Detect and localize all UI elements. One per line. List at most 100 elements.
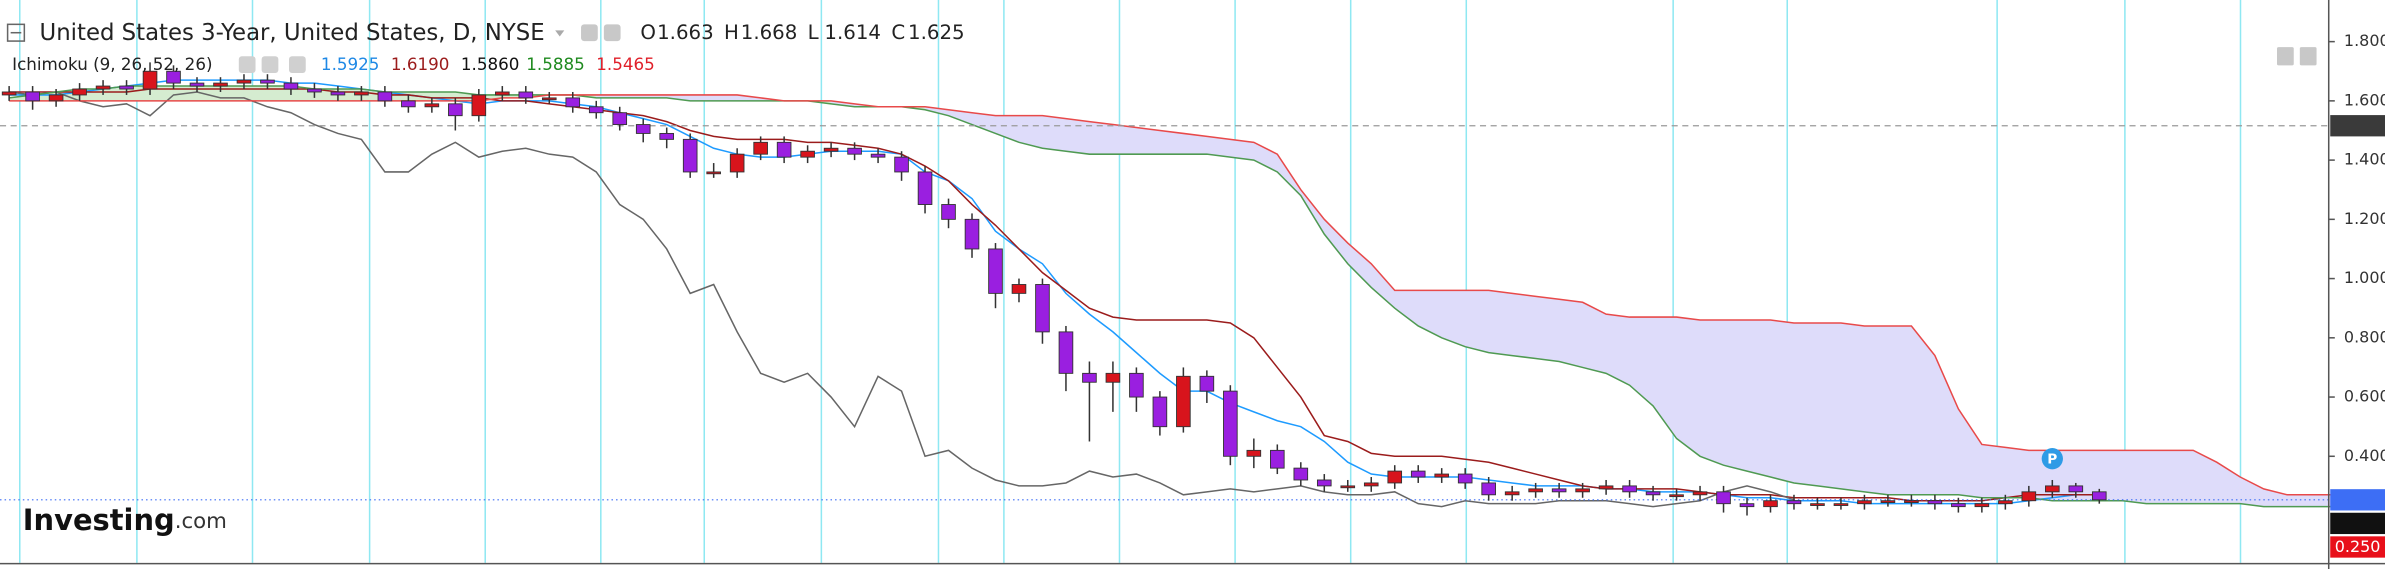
candle-body xyxy=(1316,479,1332,487)
candle-body xyxy=(72,88,87,96)
candle-body xyxy=(424,103,440,108)
legend-value: 1.6190 xyxy=(391,54,449,74)
indicator-line xyxy=(9,94,2335,496)
legend-value: 1.5860 xyxy=(461,54,519,74)
candle-body xyxy=(2021,491,2037,502)
candle-body xyxy=(682,138,698,173)
logo-suffix: .com xyxy=(175,509,227,534)
candle-body xyxy=(565,97,581,108)
cloud-segment xyxy=(1441,290,1466,348)
candle-body xyxy=(1645,491,1661,496)
price-label-box xyxy=(2330,489,2385,511)
cloud-segment xyxy=(689,94,715,102)
candle-body xyxy=(1152,396,1168,428)
event-marker xyxy=(2041,448,2063,470)
cloud-segment xyxy=(1793,322,1818,487)
candle-body xyxy=(1176,375,1191,428)
cloud-segment xyxy=(1676,316,1701,458)
dropdown-arrow[interactable] xyxy=(555,30,565,37)
candle-body xyxy=(847,147,862,155)
indicator-icon[interactable] xyxy=(238,56,256,74)
candle-body xyxy=(1786,500,1802,505)
legend-value: 1.5885 xyxy=(526,54,584,74)
candle-body xyxy=(1951,503,1966,508)
cloud-segment xyxy=(1112,124,1137,155)
candle-body xyxy=(1998,500,2013,505)
cloud-segment xyxy=(1699,319,1724,466)
ohlc-key: L xyxy=(808,21,819,44)
cloud-segment xyxy=(1723,319,1748,472)
header: United States 3-Year, United States, D, … xyxy=(6,20,2317,537)
collapse-icon[interactable] xyxy=(6,23,26,42)
cloud-segment xyxy=(1136,127,1161,155)
candle-body xyxy=(330,91,346,96)
candle-body xyxy=(988,248,1003,294)
indicator-line xyxy=(9,91,1795,508)
candle-body xyxy=(377,91,393,102)
toolbar-icon[interactable] xyxy=(2277,47,2294,66)
y-tick-label: 1.400 xyxy=(2344,150,2385,169)
settings-icon[interactable] xyxy=(603,24,621,42)
candle-body xyxy=(1457,473,1473,484)
price-lines xyxy=(0,125,2329,501)
candle-body xyxy=(1270,449,1285,469)
toolbar-icon[interactable] xyxy=(2299,47,2317,66)
candle-body xyxy=(1598,485,1614,490)
candle-body xyxy=(1105,372,1121,383)
candle-body xyxy=(236,79,252,84)
y-tick-label: 1.000 xyxy=(2344,268,2385,287)
candle-body xyxy=(753,141,768,155)
cloud-segment xyxy=(1089,121,1114,155)
cloud-segment xyxy=(2286,494,2312,508)
candle-body xyxy=(729,153,745,173)
candle-body xyxy=(1082,372,1097,383)
event-marker-label: P xyxy=(2047,451,2057,467)
legend-value: 1.5925 xyxy=(321,54,379,74)
cloud-segment xyxy=(1535,295,1560,362)
cloud-segment xyxy=(1864,325,1889,496)
cloud-segment xyxy=(1840,322,1865,493)
cloud-segment xyxy=(1770,319,1795,484)
price-label-box xyxy=(2330,536,2385,558)
candle-body xyxy=(1363,482,1379,487)
candle-body xyxy=(1,91,17,96)
candle-body xyxy=(2045,485,2060,493)
candle-body xyxy=(1340,485,1356,489)
candle-body xyxy=(1035,284,1050,333)
cloud-segment xyxy=(1817,322,1842,490)
candle-body xyxy=(894,156,909,173)
candle-body xyxy=(1974,503,1990,508)
cloud-segment xyxy=(1159,130,1184,155)
candle-body xyxy=(518,91,534,99)
y-tick-label: 0.800 xyxy=(2344,327,2385,346)
candle-body xyxy=(1739,503,1755,508)
indicator-name: Ichimoku (9, 26, 52, 26) xyxy=(12,54,212,74)
candle-body xyxy=(1857,500,1872,505)
remove-icon[interactable] xyxy=(288,56,306,74)
candle-body xyxy=(776,141,792,158)
candle-body xyxy=(1669,494,1684,498)
candle-body xyxy=(1880,500,1896,503)
candle-body xyxy=(1129,372,1144,398)
y-tick-label: 1.800 xyxy=(2344,31,2385,50)
settings-icon[interactable] xyxy=(581,24,598,42)
candle-body xyxy=(612,112,628,126)
candle-body xyxy=(1763,500,1778,508)
ohlc-value: 1.668 xyxy=(741,21,798,44)
indicator-icon[interactable] xyxy=(261,56,279,74)
ohlc-key: H xyxy=(724,21,739,44)
y-tick-label: 0.600 xyxy=(2344,387,2385,406)
ohlc-value: 1.663 xyxy=(657,21,714,44)
candle-body xyxy=(1293,467,1309,481)
candle-body xyxy=(588,106,604,114)
candle-body xyxy=(1410,470,1426,478)
candle-body xyxy=(260,79,275,84)
candle-body xyxy=(471,94,487,117)
candle-body xyxy=(1551,488,1567,493)
y-tick-label: 1.600 xyxy=(2344,90,2385,109)
candle-body xyxy=(1481,482,1496,496)
indicator-line xyxy=(9,85,2335,508)
logo-main: Investing xyxy=(23,503,175,537)
